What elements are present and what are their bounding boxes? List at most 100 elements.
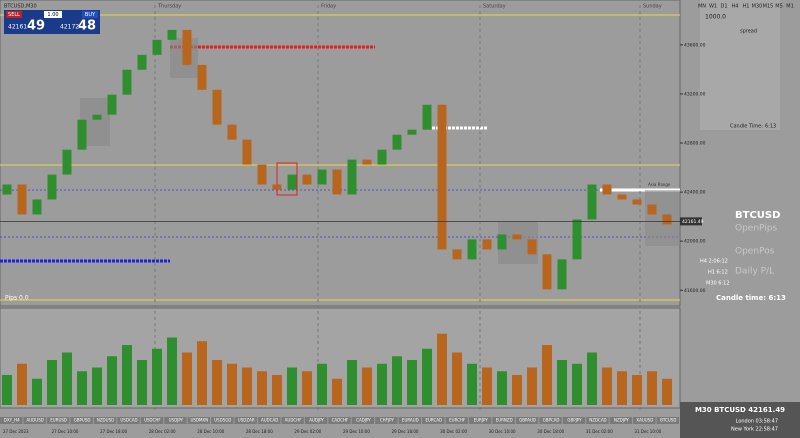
histogram-bar <box>317 363 327 405</box>
symbol-button[interactable] <box>117 417 140 424</box>
symbol-button-label[interactable]: AUDCAD <box>261 418 278 423</box>
symbol-button[interactable] <box>375 417 398 424</box>
histogram-bar <box>32 378 42 405</box>
symbol-button-label[interactable]: EURCAD <box>425 418 442 423</box>
lot-value: 1000.0 <box>705 14 726 21</box>
histogram-bar <box>617 371 627 405</box>
symbol-button-label[interactable]: USDJPY <box>169 418 184 423</box>
symbol-button-label[interactable]: AUDCHF <box>285 418 303 423</box>
histogram-bar <box>152 348 162 405</box>
buy-button[interactable] <box>82 11 98 18</box>
timeframe-button[interactable]: M1 <box>786 4 794 10</box>
histogram-bar <box>527 367 537 405</box>
symbol-button[interactable] <box>23 417 46 424</box>
timeframe-button[interactable]: M30 <box>752 4 763 10</box>
daily-pl: Daily P/L <box>735 267 774 277</box>
candle-body <box>197 64 207 90</box>
symbol-button[interactable] <box>0 417 23 424</box>
symbol-button[interactable] <box>187 417 211 424</box>
symbol-button[interactable] <box>468 417 492 424</box>
symbol-button[interactable] <box>656 417 679 424</box>
m30-timer: M30 6:12 <box>706 281 730 287</box>
symbol-button-label[interactable]: GBPJPY <box>567 418 582 423</box>
symbol-button-label[interactable]: BTCUSD <box>660 418 676 423</box>
symbol-button[interactable] <box>257 417 281 424</box>
symbol-button-label[interactable]: EURUSD <box>50 418 67 423</box>
lot-input[interactable] <box>44 11 62 18</box>
candle-body <box>572 219 582 260</box>
histogram-bar <box>482 367 492 405</box>
symbol-button[interactable] <box>539 417 562 424</box>
time-label: 28 Dec 10:00 <box>197 429 224 434</box>
symbol-button-label[interactable]: CADCHF <box>332 418 349 423</box>
candle-timer: Candle time: 6:13 <box>716 294 786 302</box>
sell-button[interactable] <box>6 11 22 18</box>
symbol-button-label[interactable]: NZDCAD <box>589 418 606 423</box>
symbol-button-label[interactable]: USDSGD <box>214 418 231 423</box>
symbol-button-label[interactable]: GBPUSD <box>74 418 91 423</box>
time-label: 27 Dec 10:00 <box>52 429 79 434</box>
symbol-button[interactable] <box>70 417 93 424</box>
time-label: 31 Dec 10:00 <box>634 429 661 434</box>
symbol-button[interactable] <box>234 417 257 424</box>
timeframe-button[interactable]: M15 <box>763 4 774 10</box>
lot-value[interactable]: 1.00 <box>47 12 58 18</box>
symbol-button-label[interactable]: AUDJPY <box>309 418 324 423</box>
symbol-button-label[interactable]: EURJPY <box>474 418 489 423</box>
histogram-bar <box>257 371 267 405</box>
symbol-button[interactable] <box>328 417 351 424</box>
symbol-button[interactable] <box>164 417 187 424</box>
symbol-button-label[interactable]: CADJPY <box>356 418 371 423</box>
histogram-bar <box>77 371 87 405</box>
symbol-button-label[interactable]: USDMXN <box>190 418 208 423</box>
symbol-button[interactable] <box>398 417 422 424</box>
symbol-button[interactable] <box>492 417 515 424</box>
symbol-button-label[interactable]: USDZAR <box>238 418 255 423</box>
time-label: 31 Dec 02:00 <box>586 429 613 434</box>
symbol-button[interactable] <box>422 417 445 424</box>
symbol-button-label[interactable]: XAUUSD <box>636 418 653 423</box>
timeframe-button[interactable]: H1 <box>743 4 750 10</box>
histogram-bar <box>392 356 402 405</box>
symbol-button-label[interactable]: CHFJPY <box>380 418 395 423</box>
symbol-button-label[interactable]: USDCHF <box>144 418 161 423</box>
symbol-button-label[interactable]: GBPAUD <box>519 418 536 423</box>
symbol-button[interactable] <box>351 417 375 424</box>
symbol-button[interactable] <box>609 417 633 424</box>
symbol-button-label[interactable]: EURCHF <box>449 418 466 423</box>
symbol-button[interactable] <box>46 417 70 424</box>
histogram-bar <box>137 360 147 405</box>
symbol-button-label[interactable]: DXY_H4 <box>4 418 20 423</box>
symbol-button[interactable] <box>304 417 328 424</box>
symbol-button[interactable] <box>586 417 609 424</box>
candle-body <box>2 184 12 195</box>
symbol-button[interactable] <box>633 417 656 424</box>
symbol-button[interactable] <box>562 417 586 424</box>
symbol-button-label[interactable]: EURNZD <box>496 418 513 423</box>
symbol-button-label[interactable]: GBPCAD <box>543 418 560 423</box>
buy-label[interactable]: BUY <box>85 12 96 18</box>
histogram-bar <box>227 363 237 405</box>
timeframe-button[interactable]: H4 <box>732 4 739 10</box>
symbol-button[interactable] <box>140 417 164 424</box>
symbol-button-label[interactable]: USDCAD <box>120 418 137 423</box>
candle-body <box>497 234 507 250</box>
candle-body <box>452 249 462 260</box>
symbol-button[interactable] <box>211 417 234 424</box>
timeframe-button[interactable]: D1 <box>720 4 727 10</box>
timeframe-button[interactable]: MN <box>698 4 706 10</box>
sell-label[interactable]: SELL <box>8 12 20 18</box>
symbol-button-label[interactable]: NZDUSD <box>97 418 114 423</box>
timeframe-button[interactable]: M5 <box>775 4 783 10</box>
symbol-button[interactable] <box>281 417 304 424</box>
symbol-button-label[interactable]: AUDUSD <box>27 418 44 423</box>
symbol-button[interactable] <box>93 417 117 424</box>
symbol-button-label[interactable]: NZDJPY <box>614 418 629 423</box>
symbol-button[interactable] <box>515 417 539 424</box>
timeframe-button[interactable]: W1 <box>709 4 717 10</box>
symbol-button-label[interactable]: EURAUD <box>402 418 419 423</box>
candle-body <box>617 194 627 200</box>
symbol-button[interactable] <box>445 417 468 424</box>
histogram-bar <box>242 367 252 405</box>
